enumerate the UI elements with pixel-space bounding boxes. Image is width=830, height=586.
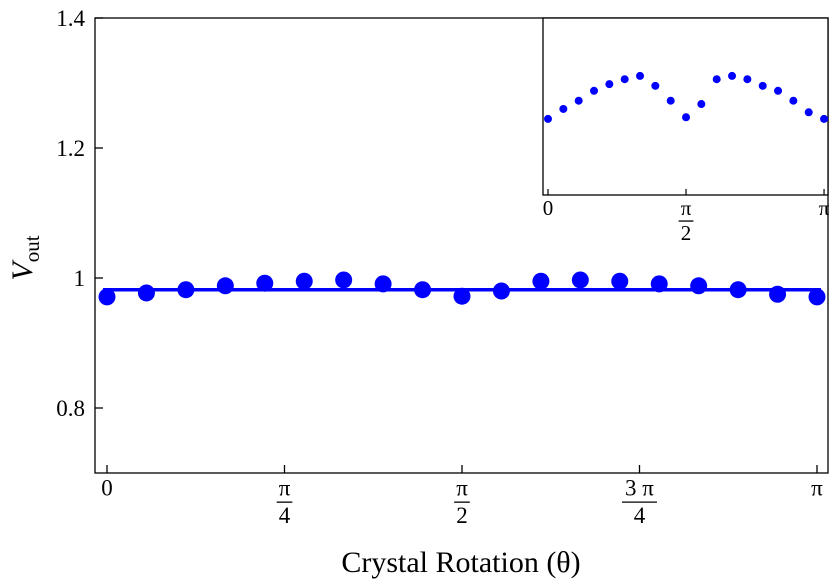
inset-data-point — [758, 81, 767, 90]
data-point — [414, 281, 432, 299]
data-point — [374, 275, 392, 293]
x-tick-label: 0 — [101, 475, 113, 500]
inset-data-point — [712, 75, 721, 84]
inset-data-point — [544, 114, 553, 123]
inset-data-point — [636, 71, 645, 80]
inset-data-point — [559, 104, 568, 113]
data-point — [98, 288, 116, 306]
inset-data-point — [789, 96, 798, 105]
y-axis-label-sub: out — [20, 235, 44, 262]
data-point — [295, 272, 313, 290]
inset-data-point — [682, 113, 691, 122]
inset-x-tick-label: 0 — [543, 196, 554, 220]
data-point — [808, 288, 826, 306]
data-point — [216, 277, 234, 295]
x-tick-label: 3 π/4 — [625, 475, 654, 528]
inset-data-point — [743, 75, 752, 84]
data-point — [137, 284, 155, 302]
inset-data-point — [666, 96, 675, 105]
inset-data-point — [728, 71, 737, 80]
y-tick-label: 1 — [74, 266, 86, 291]
inset-data-point — [651, 81, 660, 90]
data-point — [335, 271, 353, 289]
data-point — [769, 285, 787, 303]
x-tick-label: π — [811, 475, 823, 500]
data-point — [650, 275, 668, 293]
data-point — [532, 272, 550, 290]
x-axis-label: Crystal Rotation (θ) — [341, 546, 580, 579]
inset-data-point — [605, 80, 614, 89]
data-point — [729, 281, 747, 299]
data-point — [177, 281, 195, 299]
inset-x-tick-label: π — [819, 196, 830, 220]
inset-data-point — [590, 86, 599, 95]
data-point — [256, 274, 274, 292]
inset-data-point — [774, 86, 783, 95]
inset-frame — [542, 17, 829, 196]
data-point — [611, 272, 629, 290]
data-point — [492, 282, 510, 300]
x-tick-label: π/4 — [279, 475, 291, 528]
data-point — [690, 277, 708, 295]
y-tick-label: 1.2 — [56, 136, 85, 161]
inset-data-point — [697, 100, 706, 109]
y-tick-label: 1.4 — [56, 6, 85, 31]
y-axis-label: Vout — [6, 235, 44, 280]
inset-data-point — [804, 108, 813, 117]
y-tick-label: 0.8 — [56, 396, 85, 421]
x-tick-label: π/2 — [456, 475, 468, 528]
data-point — [571, 271, 589, 289]
inset-x-tick-label: π/2 — [681, 196, 692, 245]
inset-data-point — [574, 96, 583, 105]
data-point — [453, 287, 471, 305]
inset-data-point — [820, 114, 829, 123]
y-axis-label-main: V — [6, 259, 39, 281]
inset-data-point — [620, 75, 629, 84]
